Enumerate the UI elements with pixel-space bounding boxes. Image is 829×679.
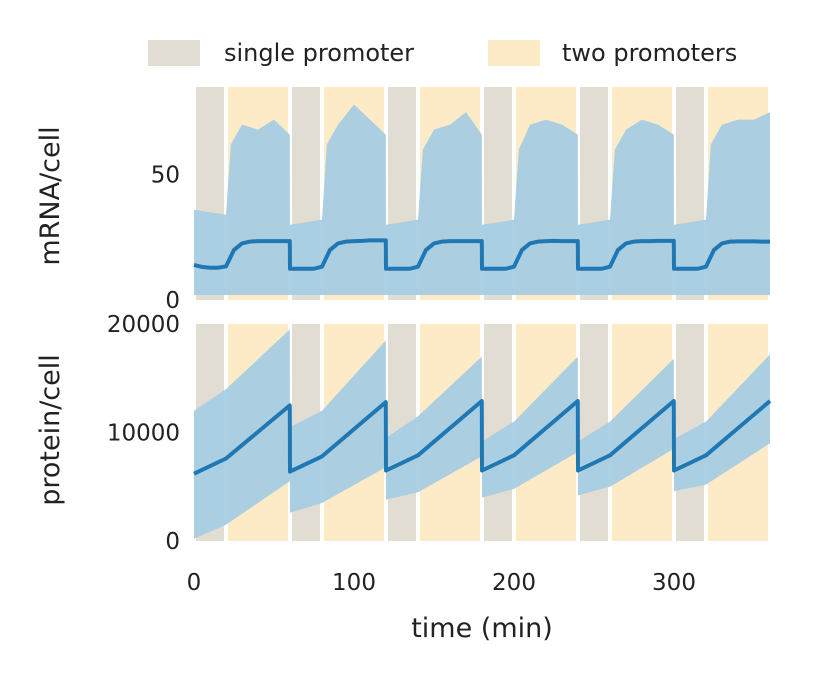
legend-label-single-promoter: single promoter bbox=[224, 39, 414, 67]
protein-panel: 0 10000 20000 0 100 200 300 bbox=[107, 312, 772, 596]
xtick-label-300: 300 bbox=[652, 570, 696, 596]
legend-swatch-single-promoter bbox=[148, 40, 200, 66]
legend: single promoter two promoters bbox=[148, 39, 737, 67]
mean-line-mrna bbox=[193, 238, 770, 271]
legend-label-two-promoters: two promoters bbox=[562, 39, 737, 67]
ytick-label-mrna-0: 0 bbox=[165, 288, 180, 314]
ylabel-mrna: mRNA/cell bbox=[35, 126, 66, 265]
xtick-label-200: 200 bbox=[492, 570, 536, 596]
ylabel-protein: protein/cell bbox=[35, 354, 66, 506]
legend-swatch-two-promoters bbox=[488, 40, 540, 66]
spread-band-protein bbox=[194, 329, 770, 539]
xtick-label-100: 100 bbox=[332, 570, 376, 596]
ytick-label-mrna-50: 50 bbox=[151, 163, 180, 189]
ytick-label-protein-20000: 20000 bbox=[107, 312, 180, 338]
ytick-label-protein-0: 0 bbox=[165, 529, 180, 555]
xlabel-time: time (min) bbox=[411, 613, 553, 644]
spread-band-mrna bbox=[194, 104, 770, 295]
ytick-label-protein-10000: 10000 bbox=[107, 421, 180, 447]
mean-line-protein bbox=[193, 399, 772, 476]
xtick-label-0: 0 bbox=[187, 570, 202, 596]
mrna-panel: 0 50 bbox=[151, 87, 770, 314]
